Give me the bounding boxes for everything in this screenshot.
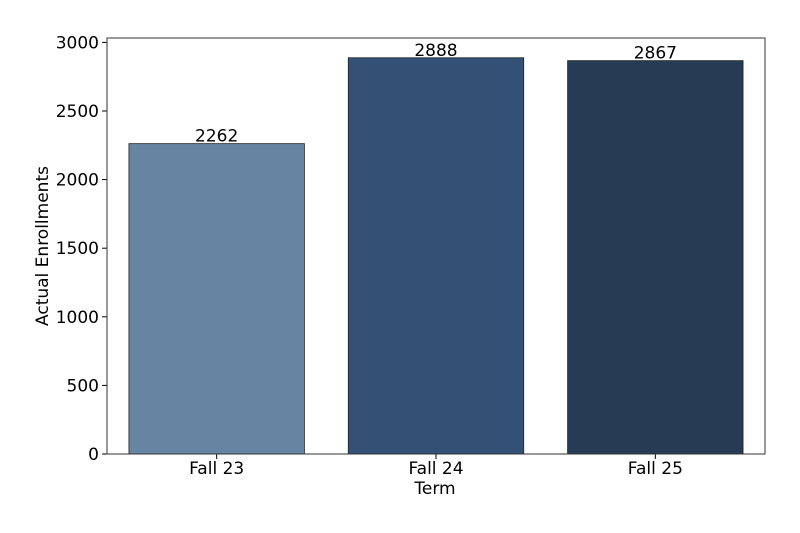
y-tick-label: 1500 — [56, 239, 99, 259]
y-tick-label: 500 — [67, 376, 99, 396]
x-tick-label: Fall 25 — [628, 459, 683, 479]
y-tick-label: 1000 — [56, 308, 99, 328]
y-tick-label: 2500 — [56, 102, 99, 122]
x-tick-label: Fall 24 — [408, 459, 463, 479]
y-tick-label: 0 — [88, 445, 99, 465]
y-tick-label: 2000 — [56, 171, 99, 191]
value-label: 2888 — [414, 41, 457, 61]
bar — [347, 57, 525, 455]
x-axis-label: Term — [413, 479, 455, 499]
value-label: 2262 — [195, 127, 238, 147]
y-axis-label: Actual Enrollments — [33, 166, 53, 326]
plot-frame — [106, 37, 766, 455]
bar — [128, 143, 305, 455]
bar — [567, 60, 744, 455]
value-label: 2867 — [634, 44, 677, 64]
x-tick-label: Fall 23 — [189, 459, 244, 479]
y-tick-label: 3000 — [56, 33, 99, 53]
